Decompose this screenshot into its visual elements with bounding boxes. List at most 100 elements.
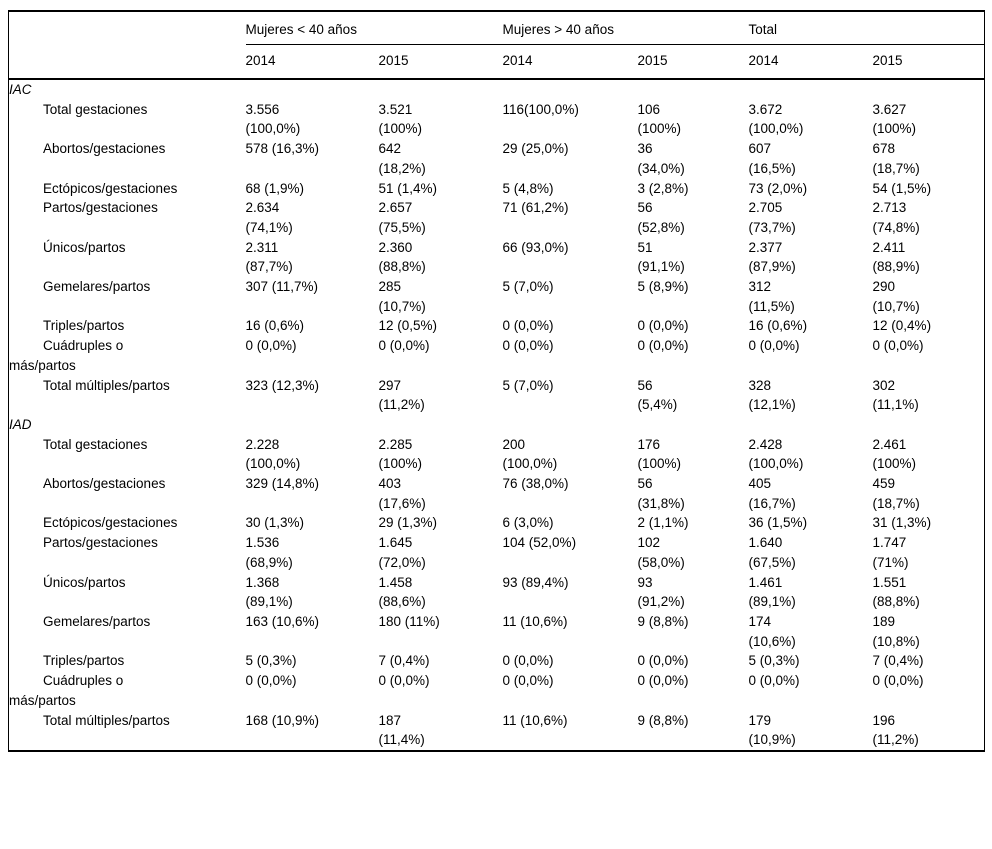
data-cell: 5 (8,9%) (637, 279, 689, 295)
data-cell: 0 (0,0%) (502, 338, 554, 354)
data-cell: 307 (11,7%) (245, 279, 319, 295)
row-label: Abortos/gestaciones (43, 141, 166, 157)
data-cell: 1.461 (89,1%) (748, 574, 796, 610)
data-cell: 1.458 (88,6%) (378, 574, 426, 610)
data-cell: 2.377 (87,9%) (748, 239, 796, 275)
corner-cell (9, 11, 246, 45)
data-cell: 312 (11,5%) (748, 279, 795, 314)
data-cell: 174 (10,6%) (748, 613, 796, 649)
data-cell: 196 (11,2%) (872, 712, 919, 748)
data-cell: 73 (2,0%) (748, 180, 808, 196)
row-label: Únicos/partos (43, 239, 126, 255)
data-cell: 0 (0,0%) (872, 673, 924, 689)
data-cell: 36 (1,5%) (748, 515, 808, 531)
table-row: Ectópicos/gestaciones 68 (1,9%) 51 (1,4%) 5… (9, 179, 985, 199)
data-cell: 9 (8,8%) (637, 613, 689, 629)
row-label: Triples/partos (43, 653, 125, 669)
data-cell: 0 (0,0%) (245, 673, 297, 689)
section-header-row: IAC (9, 79, 985, 100)
data-cell: 0 (0,0%) (502, 673, 554, 689)
data-cell: 30 (1,3%) (245, 515, 305, 531)
data-cell: 3 (2,8%) (637, 180, 689, 196)
results-table-container: Mujeres < 40 años Mujeres > 40 años Tota… (8, 10, 986, 752)
data-cell: 116(100,0%) (502, 101, 579, 117)
section-title: IAD (9, 416, 32, 432)
data-cell: 1.640 (67,5%) (748, 535, 796, 570)
data-cell: 11 (10,6%) (502, 712, 568, 728)
data-cell: 642 (18,2%) (378, 141, 426, 176)
data-cell: 7 (0,4%) (378, 653, 430, 669)
table-row: Cuádruples o más/partos 0 (0,0%) 0 (0,0%) 0… (9, 336, 985, 375)
data-cell: 2.634 (74,1%) (245, 200, 293, 235)
table-row: Partos/gestaciones 1.536 (68,9%) 1.645 (72… (9, 533, 985, 572)
data-cell: 0 (0,0%) (502, 653, 554, 669)
data-cell: 607 (16,5%) (748, 141, 796, 176)
data-cell: 5 (7,0%) (502, 377, 554, 393)
data-cell: 12 (0,4%) (872, 318, 932, 334)
results-table: Mujeres < 40 años Mujeres > 40 años Tota… (8, 10, 986, 752)
data-cell: 0 (0,0%) (378, 673, 430, 689)
row-label: Triples/partos (43, 318, 125, 334)
data-cell: 179 (10,9%) (748, 712, 796, 748)
year-header: 2015 (637, 44, 749, 80)
data-cell: 5 (0,3%) (748, 653, 800, 669)
data-cell: 93 (91,2%) (637, 574, 685, 610)
table-row: Total gestaciones 3.556 (100,0%) 3.521 (10… (9, 100, 985, 139)
data-cell: 93 (89,4%) (502, 574, 569, 590)
table-row: Triples/partos 16 (0,6%) 12 (0,5%) 0 (0,0%)… (9, 316, 985, 336)
row-label: Cuádruples o más/partos (9, 338, 124, 373)
data-cell: 29 (1,3%) (378, 515, 438, 531)
data-cell: 0 (0,0%) (637, 338, 689, 354)
data-cell: 106 (100%) (637, 101, 682, 137)
table-row: Cuádruples o más/partos 0 (0,0%) 0 (0,0%) 0… (9, 671, 985, 710)
data-cell: 678 (18,7%) (872, 141, 920, 176)
data-cell: 0 (0,0%) (748, 338, 800, 354)
data-cell: 189 (10,8%) (872, 613, 920, 649)
group-header-total: Total (748, 11, 985, 45)
data-cell: 323 (12,3%) (245, 377, 320, 393)
data-cell: 102 (58,0%) (637, 535, 685, 570)
data-cell: 9 (8,8%) (637, 712, 689, 728)
table-row: Únicos/partos 1.368 (89,1%) 1.458 (88,6%) 9… (9, 573, 985, 612)
data-cell: 36 (34,0%) (637, 141, 685, 176)
data-cell: 1.747 (71%) (872, 535, 909, 570)
data-cell: 5 (0,3%) (245, 653, 297, 669)
group-header-mujeres-menor-40: Mujeres < 40 años (245, 11, 503, 45)
year-header: 2014 (502, 44, 638, 80)
row-label: Abortos/gestaciones (43, 476, 166, 492)
data-cell: 2.657 (75,5%) (378, 200, 426, 235)
data-cell: 7 (0,4%) (872, 653, 924, 669)
row-label: Partos/gestaciones (43, 200, 158, 216)
data-cell: 56 (31,8%) (637, 476, 685, 511)
data-cell: 176 (100%) (637, 436, 682, 472)
data-cell: 3.672 (100,0%) (748, 101, 804, 137)
section-header-row: IAD (9, 415, 985, 435)
data-cell: 297 (11,2%) (378, 377, 425, 413)
data-cell: 0 (0,0%) (378, 338, 430, 354)
row-label: Cuádruples o más/partos (9, 673, 124, 708)
data-cell: 405 (16,7%) (748, 476, 796, 511)
row-label: Partos/gestaciones (43, 535, 158, 551)
data-cell: 329 (14,8%) (245, 476, 320, 492)
data-cell: 2.285 (100%) (378, 436, 423, 472)
table-row: Partos/gestaciones 2.634 (74,1%) 2.657 (75… (9, 198, 985, 237)
table-row: Total múltiples/partos 323 (12,3%) 297 (11… (9, 376, 985, 415)
year-header: 2014 (245, 44, 379, 80)
year-corner-cell (8, 44, 246, 80)
row-label: Ectópicos/gestaciones (43, 180, 178, 196)
data-cell: 0 (0,0%) (502, 318, 554, 334)
data-cell: 71 (61,2%) (502, 200, 569, 216)
row-label: Gemelares/partos (43, 613, 151, 629)
data-cell: 403 (17,6%) (378, 476, 426, 511)
data-cell: 163 (10,6%) (245, 613, 320, 629)
year-header-row: 2014 2015 2014 2015 2014 2015 (8, 44, 985, 80)
row-label: Total gestaciones (43, 436, 148, 452)
table-row: Abortos/gestaciones 329 (14,8%) 403 (17,6%… (9, 474, 985, 513)
table-row: Abortos/gestaciones 578 (16,3%) 642 (18,2%… (9, 139, 985, 178)
data-cell: 51 (91,1%) (637, 239, 685, 275)
data-cell: 2.360 (88,8%) (378, 239, 426, 275)
data-cell: 16 (0,6%) (748, 318, 808, 334)
data-cell: 578 (16,3%) (245, 141, 320, 157)
table-row: Total múltiples/partos 168 (10,9%) 187 (11… (9, 711, 985, 751)
data-cell: 459 (18,7%) (872, 476, 920, 511)
